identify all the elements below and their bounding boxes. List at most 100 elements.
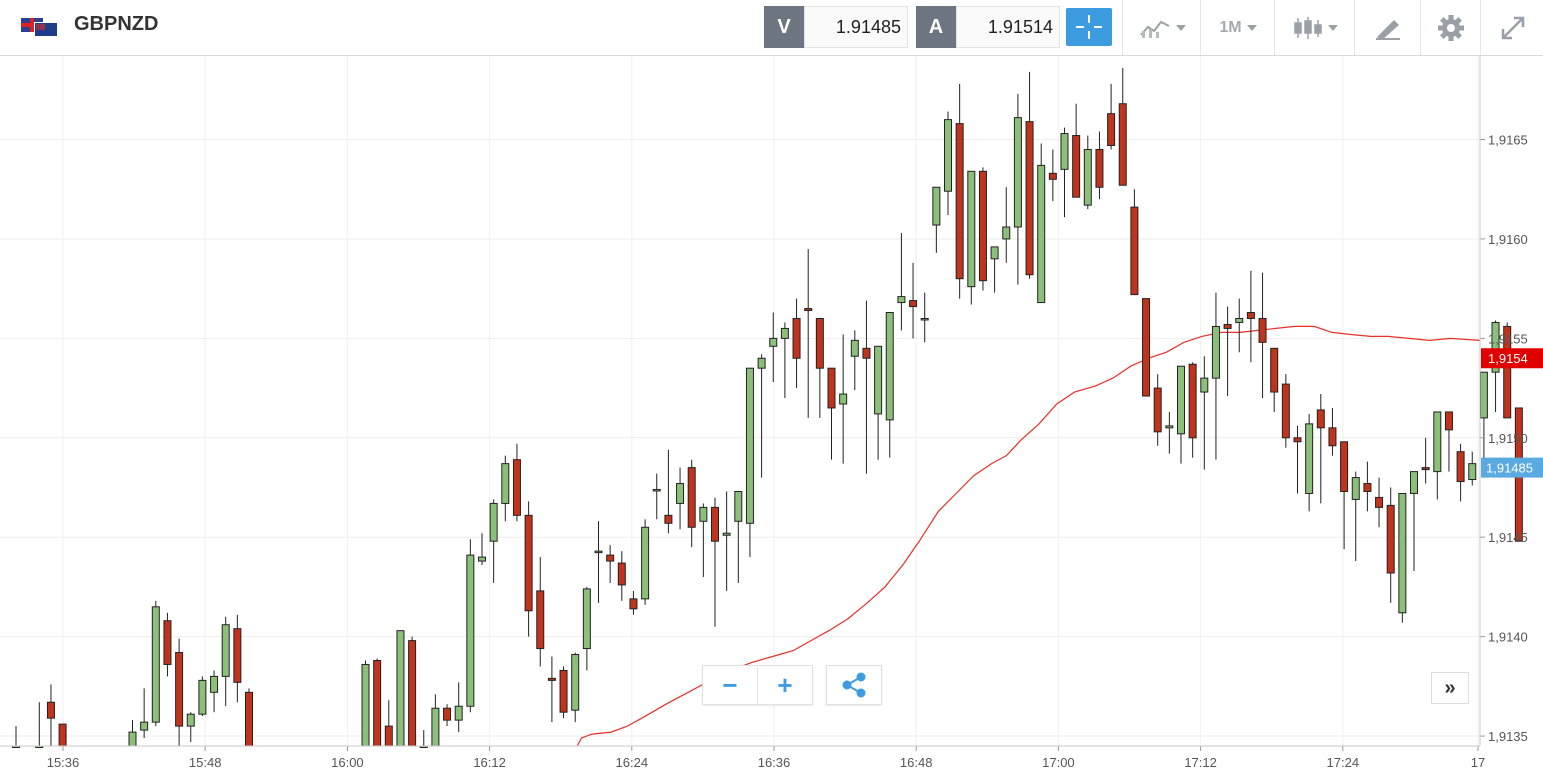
candle-body xyxy=(629,598,638,610)
chevron-down-icon xyxy=(1246,24,1257,31)
crosshair-icon xyxy=(1076,15,1102,39)
candle-body xyxy=(373,659,382,747)
share-controls xyxy=(826,665,882,705)
candle-body xyxy=(769,337,778,347)
candle-body xyxy=(1153,387,1162,433)
share-button[interactable] xyxy=(827,666,881,704)
candle xyxy=(1211,292,1220,460)
drawing-tools-button[interactable] xyxy=(1354,0,1421,55)
candle-body xyxy=(1398,492,1407,614)
settings-button[interactable] xyxy=(1420,0,1481,55)
candle xyxy=(909,262,918,339)
chart-type-line-icon xyxy=(1139,20,1169,38)
candle-body xyxy=(384,725,393,747)
zoom-out-button[interactable]: − xyxy=(703,666,758,704)
candle xyxy=(35,702,44,748)
candle-body xyxy=(198,679,207,715)
candle-body xyxy=(1118,103,1127,186)
candle-body xyxy=(804,308,813,312)
candle-body xyxy=(1142,298,1151,397)
candle xyxy=(594,521,603,603)
candle-body xyxy=(780,327,789,339)
candle xyxy=(1002,187,1011,263)
candle xyxy=(792,298,801,389)
candle xyxy=(559,666,568,719)
scroll-to-latest-button[interactable]: » xyxy=(1431,672,1469,704)
candle-body xyxy=(1177,365,1185,435)
y-axis-label: 1,9140 xyxy=(1488,630,1528,645)
candle xyxy=(1316,394,1325,504)
candle-body xyxy=(909,300,918,308)
candle-body xyxy=(571,654,580,711)
timeframe-selector[interactable]: 1M xyxy=(1200,0,1275,55)
x-axis-label: 16:24 xyxy=(616,755,649,770)
candle xyxy=(757,354,766,478)
y-axis-label: 1,9155 xyxy=(1488,331,1528,346)
candle-body xyxy=(990,246,999,260)
candle xyxy=(780,322,789,399)
candle xyxy=(571,652,580,723)
x-axis-label: 16:12 xyxy=(473,755,506,770)
candle xyxy=(734,490,743,583)
candle xyxy=(501,455,510,522)
candle-body xyxy=(1258,317,1267,343)
candle xyxy=(1305,413,1314,512)
crosshair-button[interactable] xyxy=(1066,8,1112,46)
buy-quote[interactable]: A 1.91514 xyxy=(916,6,1060,48)
candle-body xyxy=(967,170,976,288)
candle-body xyxy=(699,506,708,522)
candle xyxy=(384,700,393,747)
fullscreen-button[interactable] xyxy=(1480,0,1543,55)
candle xyxy=(699,503,708,577)
candle xyxy=(664,449,673,534)
candle xyxy=(140,688,149,739)
instrument-name: GBPNZD xyxy=(74,13,159,35)
candle-body xyxy=(396,630,405,747)
sell-quote[interactable]: V 1.91485 xyxy=(764,6,908,48)
candle-body xyxy=(1305,423,1314,494)
candle xyxy=(1235,298,1244,353)
candle xyxy=(396,630,405,747)
candle xyxy=(1503,322,1512,419)
y-axis-label: 1,9135 xyxy=(1488,729,1528,744)
candle-body xyxy=(58,723,67,747)
candle-body xyxy=(1375,496,1384,508)
fullscreen-icon xyxy=(1501,16,1524,39)
candle-body xyxy=(431,707,440,747)
timeframe-label: 1M xyxy=(1219,18,1242,36)
x-axis-label: 17:00 xyxy=(1042,755,1075,770)
sell-label: V xyxy=(764,6,804,48)
candle-body xyxy=(245,691,253,747)
candle-body xyxy=(1468,463,1477,481)
candle xyxy=(1013,93,1022,285)
x-axis-label: 17 xyxy=(1471,755,1485,770)
candle xyxy=(151,600,160,727)
x-axis-label: 16:48 xyxy=(900,755,933,770)
candle-body xyxy=(163,620,172,665)
zoom-in-button[interactable]: + xyxy=(777,669,793,700)
candle xyxy=(722,491,731,591)
candle xyxy=(1328,407,1337,456)
candle-body xyxy=(1491,321,1500,373)
instrument-selector[interactable]: GBPNZD xyxy=(20,13,159,37)
candle xyxy=(582,586,591,671)
candle xyxy=(1270,347,1279,412)
candle xyxy=(1363,461,1372,512)
candle-body xyxy=(175,652,184,727)
share-icon xyxy=(842,672,866,698)
candle-body xyxy=(1048,172,1057,180)
candle-body xyxy=(617,562,626,586)
candle-body xyxy=(1340,441,1349,492)
zoom-controls: − + xyxy=(702,665,813,705)
candle-body xyxy=(361,663,370,747)
candle xyxy=(1421,437,1430,484)
candle-style-button[interactable] xyxy=(1274,0,1355,55)
price-chart[interactable]: 1,9135 1,9140 1,9145 1,9150 1,9155 1,9160 1,91… xyxy=(0,56,1543,780)
ma-price-tag xyxy=(1481,348,1543,369)
candle xyxy=(745,367,754,558)
candle xyxy=(850,330,859,391)
candle-body xyxy=(955,123,964,280)
chart-type-button[interactable] xyxy=(1122,0,1201,55)
candle-body xyxy=(1410,471,1418,494)
candle-body xyxy=(1456,451,1465,483)
